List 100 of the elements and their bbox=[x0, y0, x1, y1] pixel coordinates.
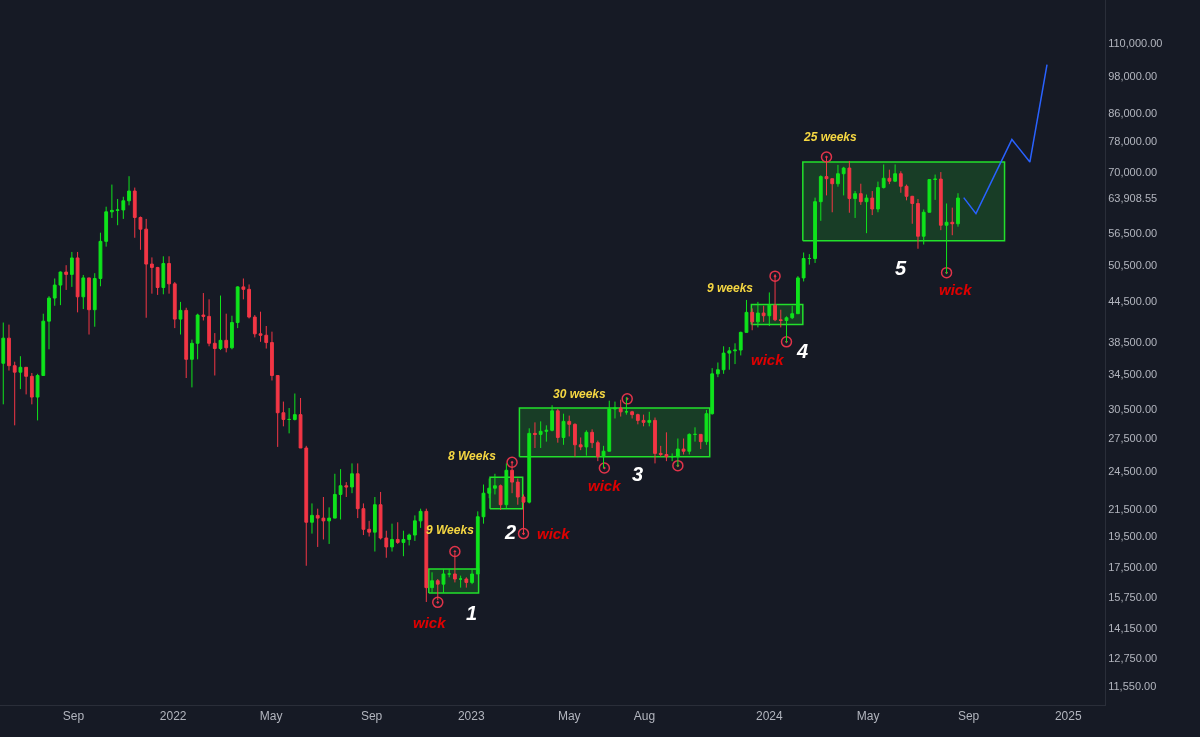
candlestick bbox=[167, 255, 171, 295]
candlestick bbox=[847, 160, 852, 214]
candlestick bbox=[893, 163, 898, 183]
candlestick bbox=[584, 429, 589, 457]
candlestick bbox=[241, 277, 246, 300]
y-tick-label: 19,500.00 bbox=[1108, 530, 1158, 543]
candlestick bbox=[332, 473, 337, 519]
candlestick bbox=[653, 417, 657, 464]
candlestick bbox=[675, 438, 680, 468]
candlestick bbox=[864, 194, 869, 234]
candlestick bbox=[887, 169, 892, 185]
candlestick bbox=[681, 438, 686, 455]
point bbox=[598, 462, 611, 474]
candlestick bbox=[533, 421, 537, 449]
y-tick-label: 21,500.00 bbox=[1108, 502, 1158, 515]
annotation: 4 bbox=[796, 340, 809, 362]
candlestick bbox=[418, 508, 423, 529]
y-tick-label: 11,550.00 bbox=[1108, 679, 1157, 692]
annotation: 1 bbox=[466, 602, 478, 624]
y-tick-label: 12,750.00 bbox=[1108, 651, 1158, 664]
annotation: 5 bbox=[895, 257, 907, 279]
y-tick-label: 98,000.00 bbox=[1108, 70, 1158, 82]
y-tick-label: 50,500.00 bbox=[1108, 259, 1158, 272]
point bbox=[432, 596, 444, 609]
candlestick bbox=[470, 568, 474, 585]
candlestick bbox=[235, 285, 240, 329]
candlestick bbox=[81, 274, 86, 310]
y-tick-label: 24,500.00 bbox=[1108, 465, 1158, 478]
candlestick bbox=[69, 251, 74, 288]
candlestick bbox=[109, 184, 114, 219]
point bbox=[621, 393, 633, 405]
candlestick bbox=[12, 361, 17, 426]
y-tick-label: 14,150.00 bbox=[1108, 621, 1158, 634]
candlestick bbox=[441, 568, 446, 594]
candlestick bbox=[944, 202, 949, 275]
candlestick bbox=[841, 166, 846, 196]
candlestick bbox=[390, 523, 394, 553]
annotation: 25 weeks bbox=[803, 130, 858, 144]
candlestick bbox=[876, 181, 880, 213]
candlestick bbox=[836, 164, 840, 188]
line-series bbox=[962, 63, 1048, 215]
annotation: wick bbox=[588, 477, 622, 494]
candlestick bbox=[367, 520, 372, 538]
candlestick bbox=[687, 432, 692, 455]
candlestick bbox=[127, 175, 131, 206]
candlestick bbox=[595, 440, 600, 462]
candlestick bbox=[224, 313, 229, 353]
candlestick bbox=[270, 331, 274, 382]
candlestick bbox=[881, 163, 886, 189]
candlestick bbox=[184, 307, 189, 379]
candlestick bbox=[172, 281, 177, 329]
y-tick-label: 63,908.55 bbox=[1108, 191, 1158, 204]
candlestick bbox=[870, 190, 875, 216]
point bbox=[940, 266, 953, 279]
candlestick bbox=[310, 502, 314, 535]
candlestick bbox=[47, 295, 51, 350]
candlestick bbox=[150, 256, 154, 295]
x-tick-label: Aug bbox=[633, 709, 656, 724]
x-tick-label: Sep bbox=[957, 709, 980, 724]
candlestick bbox=[641, 414, 646, 427]
candlestick bbox=[87, 277, 91, 336]
annotation: wick bbox=[413, 614, 447, 631]
candlestick bbox=[24, 366, 29, 395]
candlestick bbox=[733, 342, 737, 365]
candlestick bbox=[578, 436, 583, 451]
annotation: wick bbox=[537, 525, 571, 542]
candlestick bbox=[510, 461, 514, 494]
point bbox=[672, 459, 684, 472]
candlestick bbox=[613, 401, 617, 419]
point bbox=[820, 151, 833, 163]
candlestick bbox=[453, 552, 457, 583]
candlestick bbox=[756, 301, 760, 328]
candlestick bbox=[178, 301, 183, 336]
candlestick bbox=[344, 481, 349, 498]
candlestick bbox=[630, 411, 635, 419]
y-tick-label: 44,500.00 bbox=[1108, 295, 1158, 308]
y-tick-label: 110,000.00 bbox=[1108, 37, 1163, 50]
candlestick bbox=[212, 332, 217, 376]
point bbox=[517, 527, 530, 540]
candlestick bbox=[161, 255, 166, 295]
annotation: 9 weeks bbox=[707, 281, 754, 295]
candlestick bbox=[573, 422, 577, 458]
candlestick bbox=[813, 197, 817, 264]
point bbox=[780, 336, 793, 348]
candlestick bbox=[807, 253, 812, 266]
candlestick bbox=[230, 315, 234, 350]
candlestick bbox=[338, 468, 343, 520]
x-tick-label: May bbox=[856, 709, 880, 724]
x-tick-label: 2022 bbox=[159, 709, 187, 724]
candlestick bbox=[853, 190, 857, 219]
point bbox=[506, 456, 518, 469]
candlestick bbox=[750, 307, 755, 331]
candlestick bbox=[1, 322, 6, 405]
candlestick bbox=[698, 433, 703, 450]
candlestick bbox=[938, 171, 943, 231]
y-tick-label: 86,000.00 bbox=[1108, 107, 1158, 120]
candlestick bbox=[207, 298, 211, 347]
candlestick bbox=[858, 183, 863, 206]
candlestick bbox=[498, 484, 503, 511]
candlestick bbox=[504, 462, 509, 510]
